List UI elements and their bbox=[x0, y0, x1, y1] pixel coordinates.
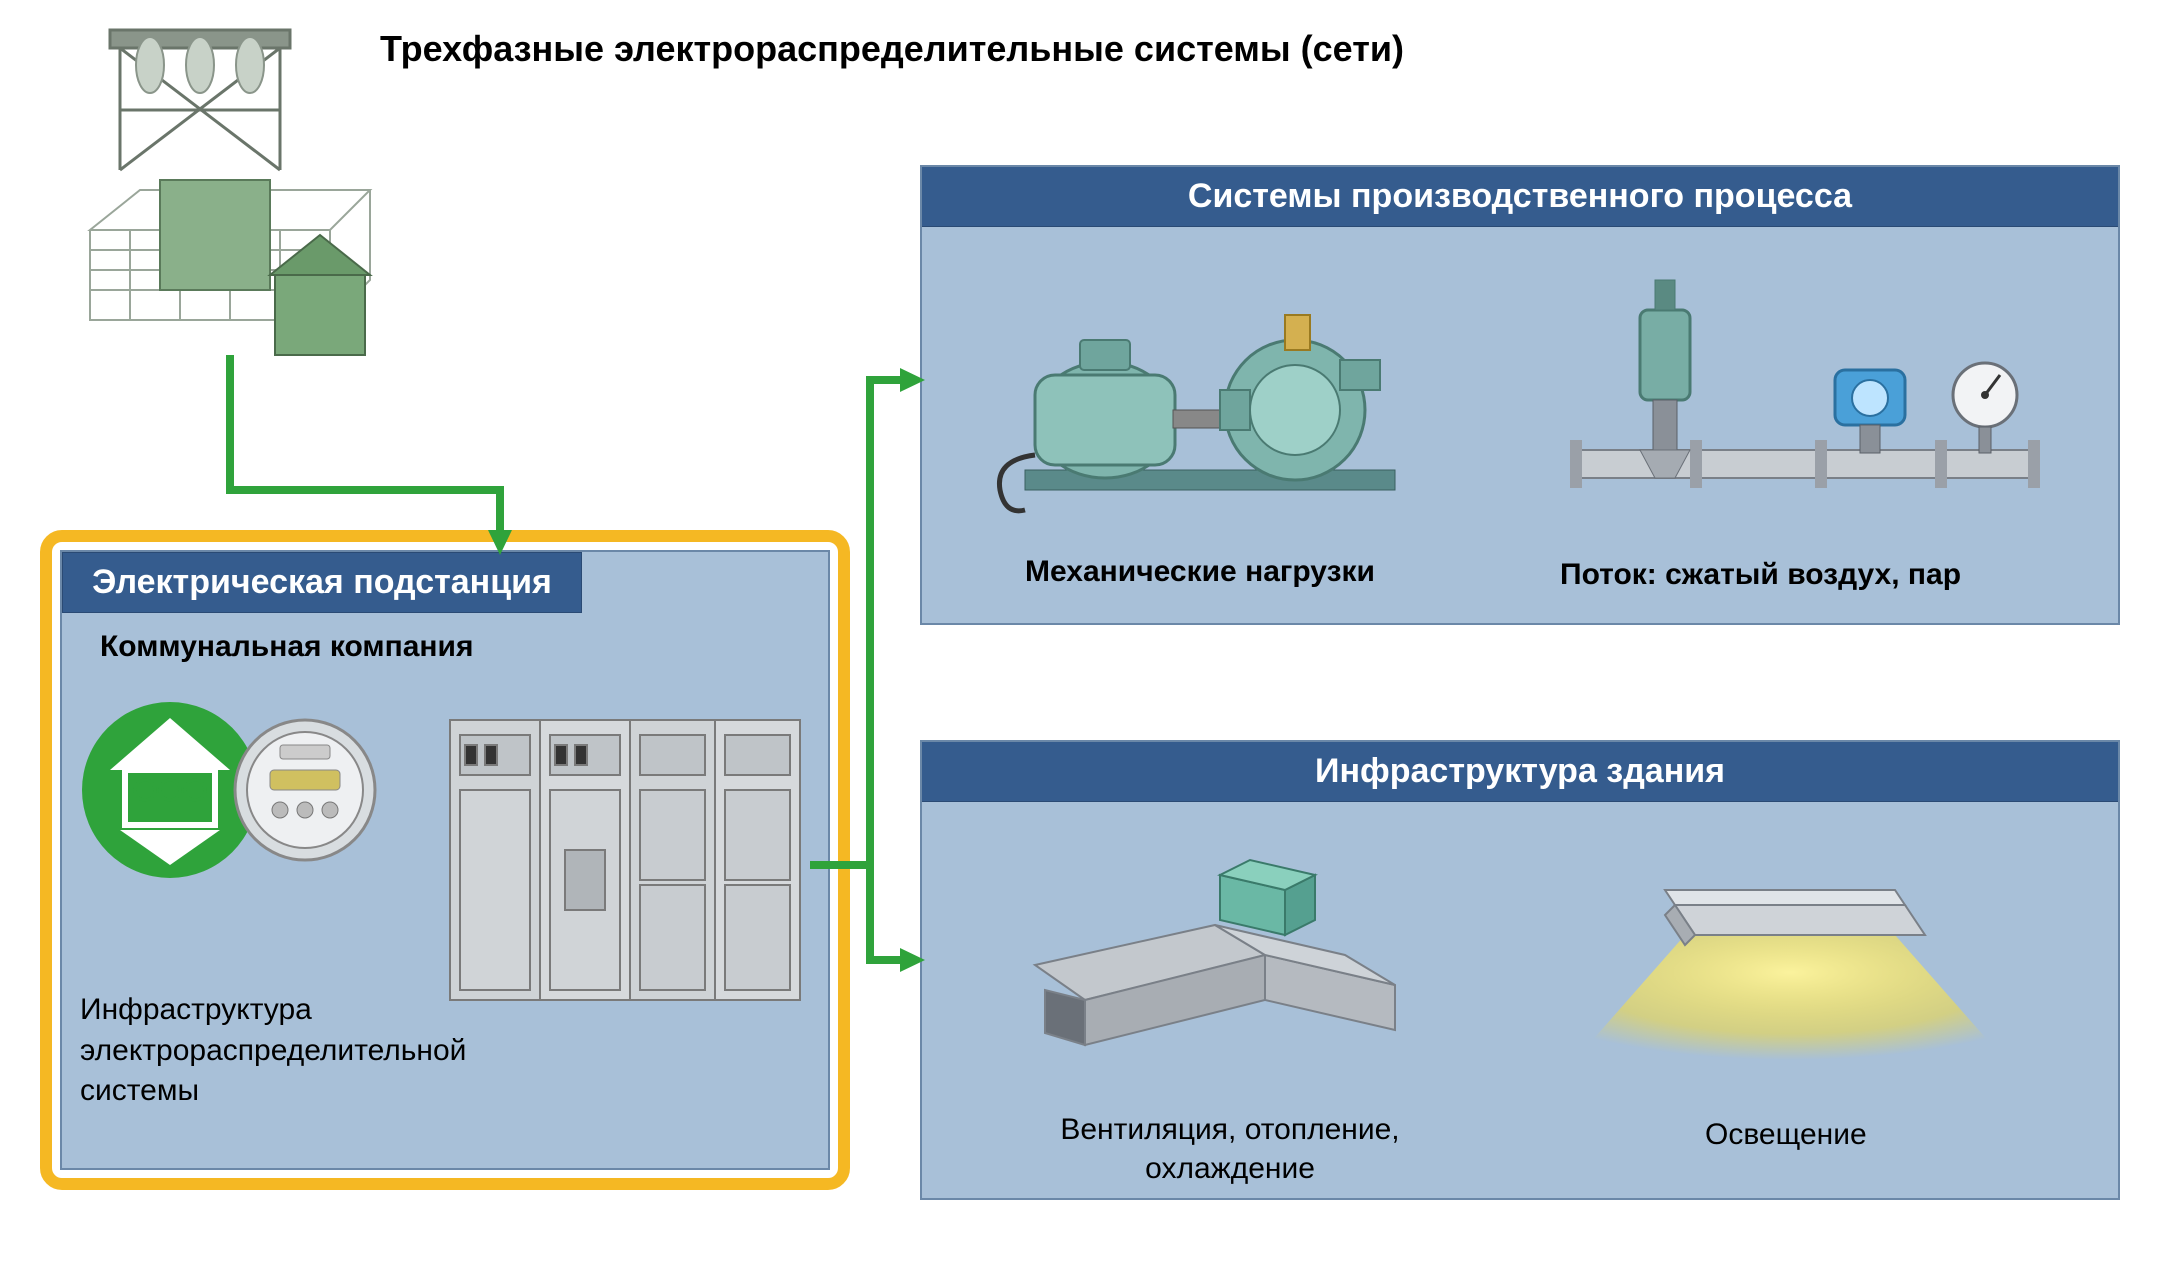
main-title: Трехфазные электрораспределительные сист… bbox=[380, 28, 1404, 70]
distribution-infra-label: Инфраструктура электрораспределительной … bbox=[80, 990, 466, 1112]
lighting-label: Освещение bbox=[1705, 1118, 1867, 1152]
lighting-icon bbox=[1565, 850, 2015, 1080]
utility-meter-icon bbox=[80, 680, 380, 900]
process-panel-header: Системы производственного процесса bbox=[922, 167, 2118, 227]
distribution-infra-line1: Инфраструктура bbox=[80, 990, 466, 1031]
motor-load-icon bbox=[985, 260, 1445, 530]
mechanical-loads-label: Механические нагрузки bbox=[1025, 555, 1375, 589]
switchgear-icon bbox=[440, 690, 810, 1020]
building-panel-header: Инфраструктура здания bbox=[922, 742, 2118, 802]
flow-label: Поток: сжатый воздух, пар bbox=[1560, 558, 1961, 592]
hvac-icon bbox=[1005, 835, 1425, 1085]
distribution-infra-line3: системы bbox=[80, 1071, 466, 1112]
hvac-label: Вентиляция, отопление, охлаждение bbox=[1020, 1110, 1440, 1188]
substation-icon bbox=[80, 20, 380, 370]
electrical-panel-header: Электрическая подстанция bbox=[62, 552, 582, 613]
hvac-label-line1: Вентиляция, отопление, bbox=[1020, 1110, 1440, 1149]
hvac-label-line2: охлаждение bbox=[1020, 1149, 1440, 1188]
flow-instruments-icon bbox=[1555, 250, 2055, 540]
distribution-infra-line2: электрораспределительной bbox=[80, 1031, 466, 1072]
utility-company-label: Коммунальная компания bbox=[100, 630, 473, 664]
